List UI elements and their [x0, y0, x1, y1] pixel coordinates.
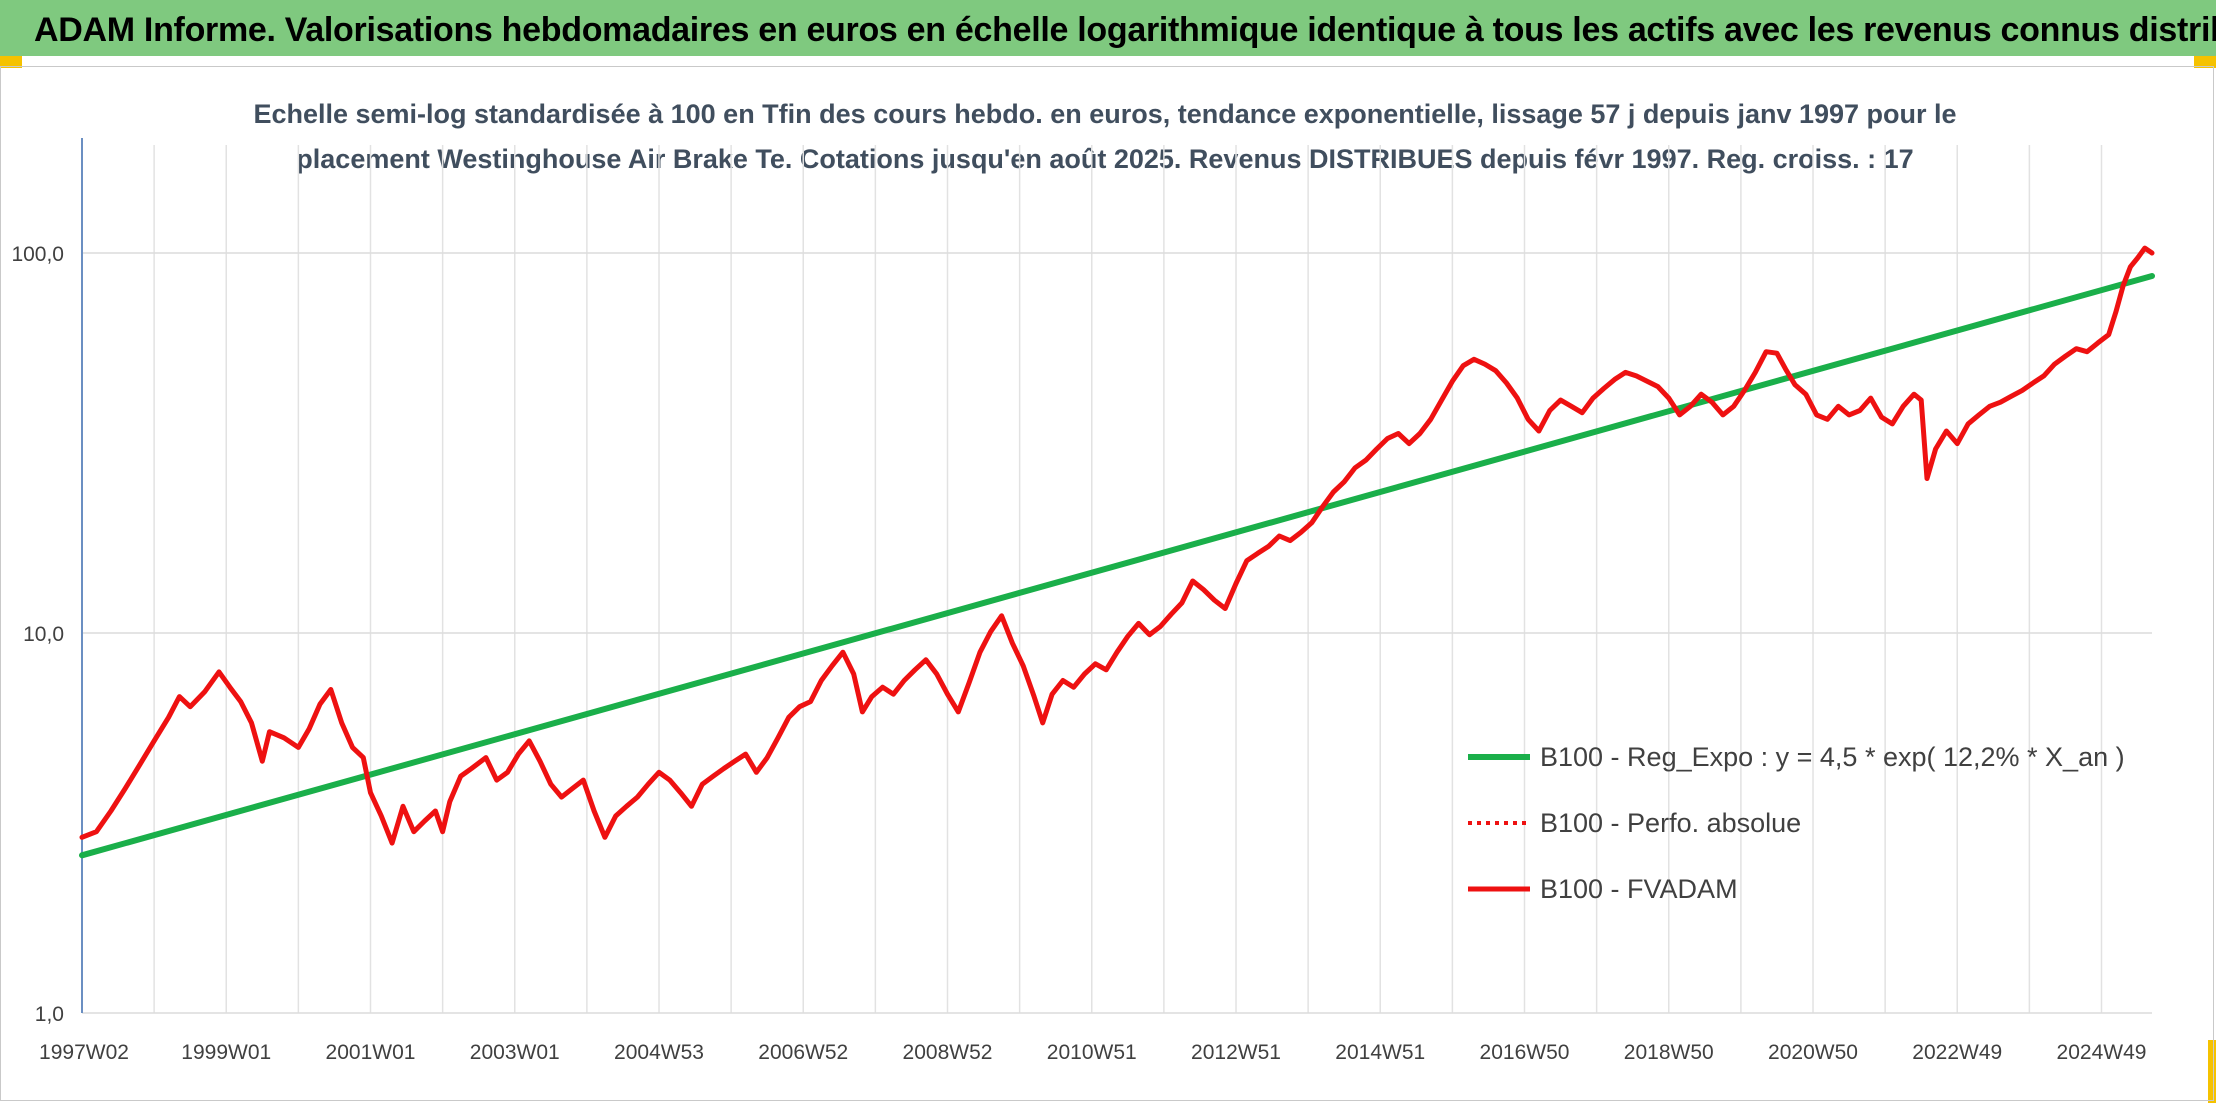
header-band — [0, 0, 2216, 56]
x-tick-label: 2018W50 — [1624, 1041, 1714, 1064]
x-tick-label: 2020W50 — [1768, 1041, 1858, 1064]
x-tick-label: 2016W50 — [1480, 1041, 1570, 1064]
series-line-fvadam — [79, 245, 2155, 846]
x-tick-label: 2022W49 — [1912, 1041, 2002, 1064]
y-tick-label: 10,0 — [23, 623, 64, 646]
chart-frame — [0, 66, 2214, 1101]
x-tick-label: 2008W52 — [903, 1041, 993, 1064]
y-tick-label: 100,0 — [11, 243, 64, 266]
chart-title: Echelle semi-log standardisée à 100 en T… — [253, 99, 1957, 174]
corner-accent-bottom-right — [2208, 1040, 2216, 1103]
x-tick-label: 1997W02 — [39, 1041, 129, 1064]
x-tick-label: 2004W53 — [614, 1041, 704, 1064]
corner-accent-top-right — [2194, 56, 2216, 68]
report-title: ADAM Informe. Valorisations hebdomadaire… — [34, 11, 2216, 49]
x-tick-label: 2006W52 — [758, 1041, 848, 1064]
x-tick-label: 2001W01 — [326, 1041, 416, 1064]
x-tick-label: 2014W51 — [1335, 1041, 1425, 1064]
legend-label: B100 - Perfo. absolue — [1540, 808, 1801, 838]
series-line-regression — [79, 272, 2155, 859]
corner-accent-top-left — [0, 56, 22, 68]
x-tick-label: 2003W01 — [470, 1041, 560, 1064]
legend-label: B100 - FVADAM — [1540, 874, 1738, 904]
x-tick-label: 2024W49 — [2057, 1041, 2147, 1064]
legend-label: B100 - Reg_Expo : y = 4,5 * exp( 12,2% *… — [1540, 742, 2125, 772]
x-tick-label: 2012W51 — [1191, 1041, 1281, 1064]
x-tick-label: 2010W51 — [1047, 1041, 1137, 1064]
x-tick-label: 1999W01 — [181, 1041, 271, 1064]
y-tick-label: 1,0 — [35, 1003, 64, 1026]
